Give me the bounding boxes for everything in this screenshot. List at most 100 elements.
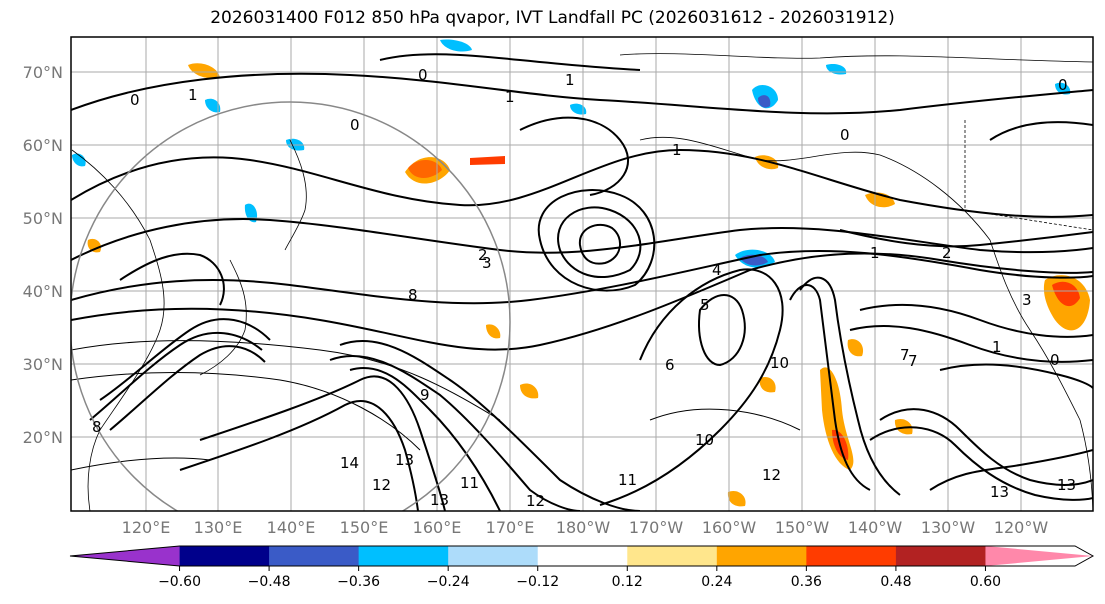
contour-line	[179, 400, 419, 511]
fill-patch	[408, 159, 442, 178]
lat-label-60n: 60°N	[23, 136, 63, 155]
map-frame	[70, 36, 1094, 512]
contour-line	[109, 345, 266, 431]
lon-label: 120°W	[994, 518, 1049, 537]
contour-label: 13	[990, 483, 1009, 501]
colorbar-tick-label: −0.24	[427, 574, 470, 590]
contour-line	[879, 408, 1093, 486]
map-title: 2026031400 F012 850 hPa qvapor, IVT Land…	[210, 8, 895, 28]
contour-line	[71, 252, 1093, 351]
contour-line	[929, 449, 1093, 491]
fill-patch	[847, 339, 864, 357]
contour-label: 0	[130, 91, 140, 109]
colorbar-segment	[716, 546, 807, 566]
contour-line	[71, 72, 1093, 115]
ivt-contours	[71, 53, 1093, 511]
contour-label: 0	[840, 126, 850, 144]
contour-line	[519, 116, 630, 196]
contour-label: 9	[420, 386, 430, 404]
contour-label: 0	[350, 116, 360, 134]
contour-label: 13	[430, 491, 449, 509]
contour-line	[99, 318, 271, 401]
colorbar-segments	[69, 545, 1095, 567]
contour-line	[71, 218, 1093, 261]
arctic-coast	[619, 53, 1093, 63]
contour-line	[339, 339, 641, 511]
fill-patch	[520, 383, 539, 399]
colorbar-segment	[179, 546, 270, 566]
lon-label: 130°W	[921, 518, 976, 537]
contour-line	[698, 294, 746, 367]
lon-label: 160°E	[413, 518, 462, 537]
colorbar: −0.60 −0.48 −0.36 −0.24 −0.12 0.12 0.24 0.36 0.4…	[69, 545, 1095, 590]
contour-label: 11	[618, 471, 637, 489]
contour-label: 0	[1050, 351, 1060, 369]
lat-label-50n: 50°N	[23, 209, 63, 228]
contour-label: 0	[1058, 76, 1068, 94]
contour-line	[839, 229, 1093, 248]
contour-line	[89, 331, 263, 421]
contour-label: 7	[908, 352, 918, 370]
contour-label: 1	[565, 71, 575, 89]
lon-label: 150°E	[340, 518, 389, 537]
contour-label: 5	[700, 296, 710, 314]
colorbar-ticks: −0.60 −0.48 −0.36 −0.24 −0.12 0.12 0.24 0.36 0.4…	[158, 566, 1001, 590]
contour-label: 13	[1057, 476, 1076, 494]
coastlines	[71, 53, 1093, 511]
contour-line	[329, 354, 581, 511]
lon-label: 120°E	[122, 518, 171, 537]
fill-patch	[440, 39, 472, 52]
contour-line	[71, 457, 211, 471]
contour-line	[789, 284, 871, 491]
colorbar-tick-label: 0.36	[791, 574, 822, 590]
lon-label: 160°W	[702, 518, 757, 537]
contour-line	[199, 375, 446, 511]
contour-label: 1	[505, 88, 515, 106]
contour-line	[349, 367, 501, 511]
colorbar-segment	[895, 546, 986, 566]
contour-label: 1	[870, 244, 880, 262]
contour-label: 1	[672, 141, 682, 159]
contour-line	[989, 121, 1093, 141]
contour-line	[649, 408, 801, 431]
contour-label: 3	[482, 254, 492, 272]
contour-line	[578, 223, 621, 265]
fill-patch	[72, 153, 86, 167]
contour-labels: 0 1 0 1 0 1 2 3 4 5 6 7 8 9 10 10 11 12 …	[92, 66, 1076, 510]
colorbar-segment	[806, 546, 897, 566]
colorbar-tick-label: −0.36	[337, 574, 380, 590]
fill-patch	[486, 324, 501, 339]
contour-line	[537, 189, 656, 292]
contour-line	[799, 276, 901, 496]
lon-label: 140°E	[267, 518, 316, 537]
contour-label: 8	[408, 286, 418, 304]
colorbar-tick-label: −0.48	[248, 574, 291, 590]
longitude-labels: 120°E 130°E 140°E 150°E 160°E 170°E 180°…	[122, 518, 1049, 537]
fill-patch	[758, 95, 771, 108]
fill-patch	[87, 238, 102, 253]
lat-label-30n: 30°N	[23, 355, 63, 374]
lon-label: 170°W	[629, 518, 684, 537]
ivt-contours-thin	[71, 340, 801, 471]
contour-label: 11	[460, 474, 479, 492]
lon-label: 140°W	[848, 518, 903, 537]
contour-label: 12	[526, 492, 545, 510]
contour-line	[71, 372, 421, 451]
fill-patch	[188, 63, 220, 79]
colorbar-segment	[448, 546, 539, 566]
colorbar-segment	[985, 546, 1093, 566]
fill-patch	[205, 98, 221, 113]
fill-patch	[1052, 281, 1080, 307]
contour-line	[71, 148, 1093, 218]
contour-label: 10	[695, 431, 714, 449]
contour-label: 1	[992, 338, 1002, 356]
colorbar-tick-label: −0.60	[158, 574, 201, 590]
kamchatka-coast	[284, 139, 307, 251]
contour-line	[599, 268, 784, 506]
contour-label: 14	[340, 454, 359, 472]
contour-line	[859, 303, 1093, 338]
lat-label-40n: 40°N	[23, 282, 63, 301]
colorbar-segment	[627, 546, 718, 566]
contour-line	[71, 249, 1093, 305]
